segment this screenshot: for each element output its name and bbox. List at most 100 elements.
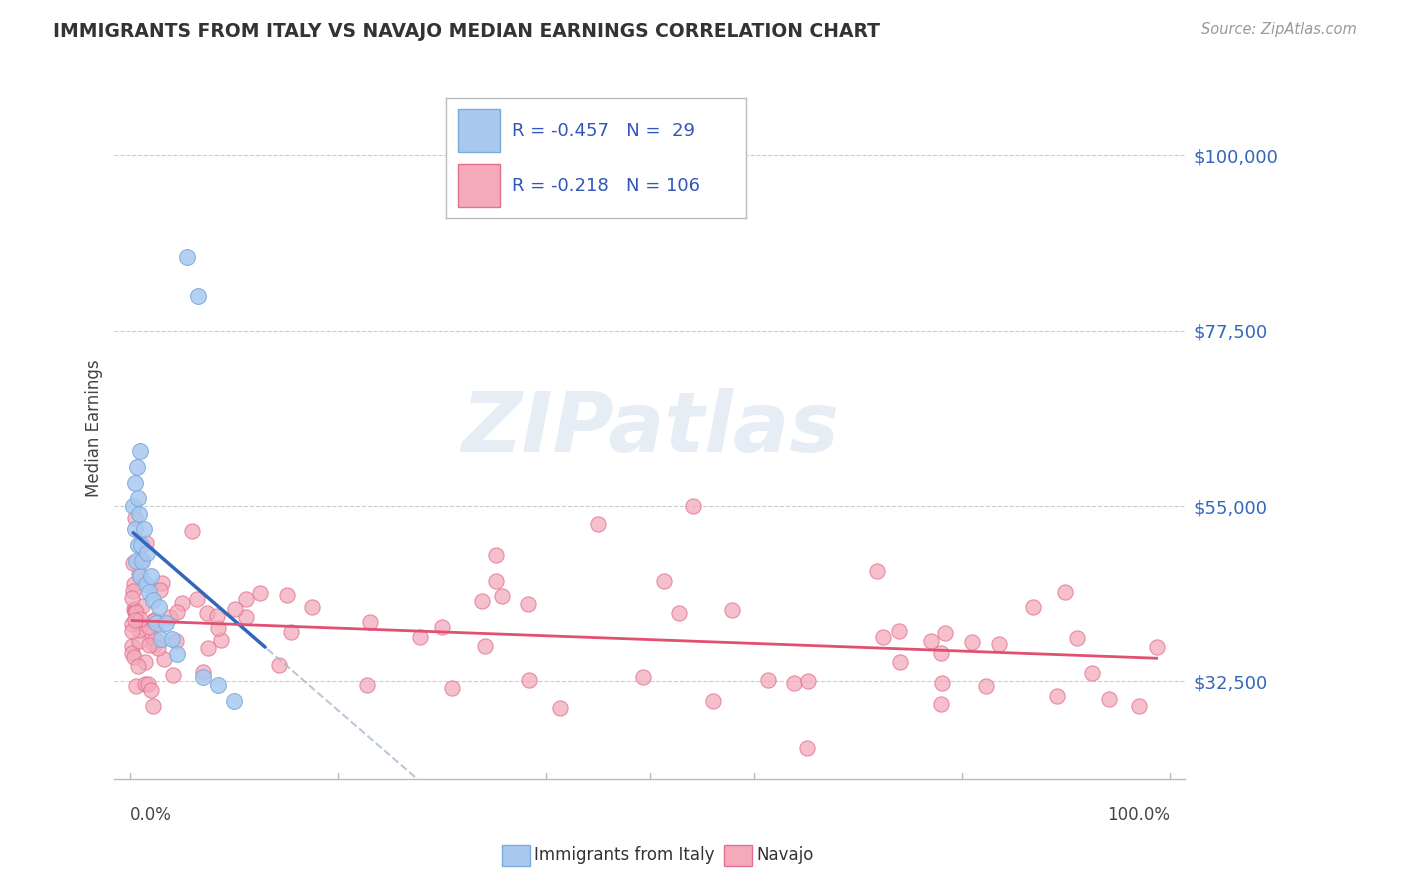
Point xyxy=(128,623,150,637)
Point xyxy=(132,523,155,537)
Point xyxy=(471,594,494,608)
Point xyxy=(127,460,149,475)
Point xyxy=(121,583,143,598)
Point xyxy=(124,475,146,490)
Point xyxy=(160,632,183,646)
Point xyxy=(359,615,381,629)
Point xyxy=(124,523,146,537)
Point xyxy=(207,678,229,692)
Point xyxy=(474,639,496,653)
Point xyxy=(931,698,953,712)
Point xyxy=(756,673,779,688)
Point xyxy=(409,630,432,644)
Point xyxy=(356,677,378,691)
Point xyxy=(121,639,143,653)
Point xyxy=(172,596,194,610)
Point xyxy=(134,656,156,670)
Point xyxy=(125,679,148,693)
Point xyxy=(166,605,188,619)
Point xyxy=(138,638,160,652)
Point xyxy=(121,646,143,660)
Point xyxy=(920,634,942,648)
Point xyxy=(654,574,676,588)
Point xyxy=(166,647,188,661)
Point xyxy=(1128,699,1150,714)
Point xyxy=(889,624,911,639)
Point xyxy=(128,567,150,582)
Point xyxy=(197,641,219,656)
Point xyxy=(1046,689,1069,703)
Point xyxy=(139,569,162,583)
Point xyxy=(124,603,146,617)
Point xyxy=(148,641,170,656)
Point xyxy=(235,592,257,607)
Point xyxy=(1022,600,1045,615)
Point xyxy=(128,615,150,630)
Point xyxy=(149,583,172,598)
Text: IMMIGRANTS FROM ITALY VS NAVAJO MEDIAN EARNINGS CORRELATION CHART: IMMIGRANTS FROM ITALY VS NAVAJO MEDIAN E… xyxy=(53,22,880,41)
Point xyxy=(440,681,463,695)
Point xyxy=(519,673,541,687)
Point xyxy=(127,658,149,673)
Point xyxy=(125,605,148,619)
Point xyxy=(165,634,187,648)
Point xyxy=(162,667,184,681)
Point xyxy=(548,701,571,715)
Point xyxy=(150,575,173,590)
Point xyxy=(121,617,143,632)
Point xyxy=(872,630,894,644)
Text: 0.0%: 0.0% xyxy=(129,806,172,824)
Point xyxy=(127,538,149,552)
Point xyxy=(142,613,165,627)
Point xyxy=(1066,631,1088,645)
Point xyxy=(143,614,166,628)
Y-axis label: Median Earnings: Median Earnings xyxy=(86,359,103,497)
Point xyxy=(783,676,806,690)
Point xyxy=(142,592,165,607)
Point xyxy=(191,665,214,679)
Point xyxy=(962,634,984,648)
Point xyxy=(142,638,165,652)
Point xyxy=(797,673,820,688)
Text: Immigrants from Italy: Immigrants from Italy xyxy=(534,847,714,864)
Text: ZIPatlas: ZIPatlas xyxy=(461,388,839,468)
Point xyxy=(155,615,177,630)
Point xyxy=(145,615,167,630)
Point xyxy=(125,553,148,567)
Point xyxy=(516,597,538,611)
Point xyxy=(796,740,818,755)
Text: Source: ZipAtlas.com: Source: ZipAtlas.com xyxy=(1201,22,1357,37)
Point xyxy=(1146,640,1168,654)
Text: 100.0%: 100.0% xyxy=(1107,806,1170,824)
Point xyxy=(301,600,323,615)
Point xyxy=(121,624,143,639)
Point xyxy=(131,599,153,613)
Point xyxy=(139,683,162,698)
Point xyxy=(136,676,159,690)
Point xyxy=(143,632,166,646)
Point xyxy=(209,633,232,648)
Point xyxy=(150,632,173,646)
Point xyxy=(235,609,257,624)
Point xyxy=(588,516,610,531)
Point xyxy=(702,694,724,708)
Point xyxy=(1080,665,1102,680)
Point xyxy=(138,620,160,634)
Point xyxy=(122,556,145,570)
Point xyxy=(931,675,953,690)
Point xyxy=(491,589,513,603)
Text: Navajo: Navajo xyxy=(756,847,814,864)
Point xyxy=(934,626,956,640)
Point xyxy=(432,620,454,634)
Point xyxy=(124,577,146,591)
Point xyxy=(485,574,508,588)
Point xyxy=(987,637,1010,651)
Point xyxy=(131,553,153,567)
Point xyxy=(889,655,911,669)
Point xyxy=(668,606,690,620)
Point xyxy=(142,699,165,714)
Point xyxy=(249,586,271,600)
Point xyxy=(129,444,152,458)
Point xyxy=(176,250,198,264)
Point xyxy=(269,658,291,673)
